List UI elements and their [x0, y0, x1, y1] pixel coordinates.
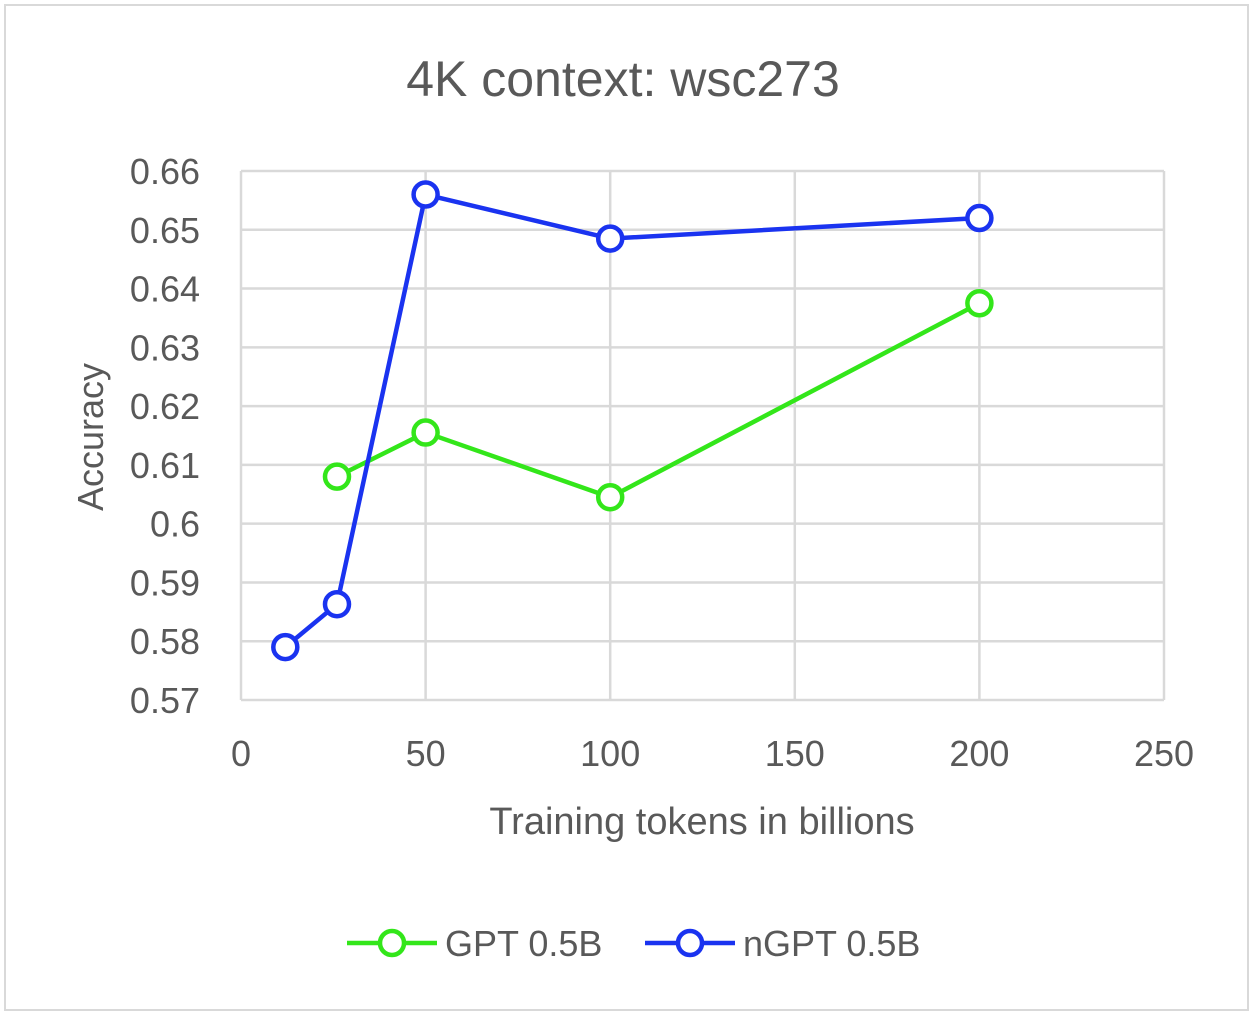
y-tick-label: 0.62 [130, 386, 200, 427]
data-point [595, 482, 625, 512]
series-0 [322, 289, 994, 512]
legend-label: nGPT 0.5B [743, 923, 920, 964]
x-tick-label: 50 [406, 733, 446, 774]
y-tick-label: 0.59 [130, 562, 200, 603]
y-axis-label: Accuracy [70, 363, 111, 511]
x-tick-label: 100 [580, 733, 640, 774]
data-point [965, 289, 994, 318]
data-point [322, 589, 352, 619]
series-layer [271, 180, 994, 662]
data-point [322, 462, 352, 491]
data-point [271, 632, 300, 662]
legend-label: GPT 0.5B [445, 923, 602, 964]
y-tick-label: 0.64 [130, 269, 200, 310]
x-tick-label: 0 [231, 733, 251, 774]
data-point [411, 180, 440, 209]
legend-item: GPT 0.5B [347, 923, 602, 964]
y-tick-label: 0.65 [130, 210, 200, 251]
y-tick-labels: 0.57 0.58 0.59 0.6 0.61 0.62 0.63 0.64 0.65 0.66 [130, 151, 200, 721]
chart-title: 4K context: wsc273 [406, 51, 840, 107]
x-tick-label: 200 [949, 733, 1009, 774]
x-tick-label: 150 [765, 733, 825, 774]
legend-marker [675, 928, 705, 958]
data-point [595, 224, 625, 253]
legend: GPT 0.5B nGPT 0.5B [347, 923, 920, 964]
grid [239, 169, 1166, 702]
y-tick-label: 0.58 [130, 621, 200, 662]
y-tick-label: 0.61 [130, 445, 200, 486]
series-line [335, 301, 981, 500]
x-tick-label: 250 [1134, 733, 1194, 774]
series-line [283, 192, 980, 649]
y-tick-label: 0.63 [130, 327, 200, 368]
data-point [411, 418, 440, 447]
series-1 [271, 180, 994, 662]
legend-item: nGPT 0.5B [645, 923, 920, 964]
y-tick-label: 0.57 [130, 680, 200, 721]
data-point [965, 203, 994, 233]
legend-marker [377, 928, 407, 958]
x-axis-label: Training tokens in billions [489, 801, 914, 843]
y-tick-label: 0.6 [150, 504, 200, 545]
y-tick-label: 0.66 [130, 151, 200, 192]
x-tick-labels: 0 50 100 150 200 250 [231, 733, 1194, 774]
